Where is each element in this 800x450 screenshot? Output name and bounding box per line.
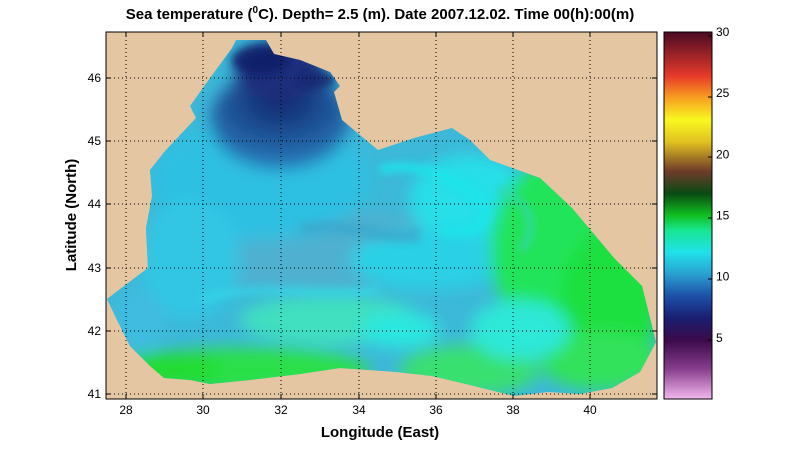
x-tick-labels: 28 30 32 34 36 38 40: [119, 403, 597, 417]
colorbar-tick-label: 25: [716, 86, 730, 100]
x-tick-label: 40: [583, 403, 597, 417]
y-tick-label: 45: [88, 134, 102, 148]
colorbar-gradient: [663, 31, 713, 400]
colorbar: 5 10 15 20 25 30: [663, 25, 730, 400]
x-tick-label: 38: [506, 403, 520, 417]
colorbar-tick-label: 30: [716, 25, 730, 39]
y-tick-label: 46: [88, 71, 102, 85]
colorbar-tick-label: 20: [716, 147, 730, 161]
x-tick-label: 28: [119, 403, 133, 417]
y-tick-labels: 46 45 44 43 42 41: [88, 71, 102, 401]
x-axis-label: Longitude (East): [321, 424, 439, 441]
x-tick-label: 34: [352, 403, 366, 417]
y-tick-label: 41: [88, 387, 102, 401]
y-tick-label: 44: [88, 197, 102, 211]
sea-temperature-field: [107, 40, 656, 396]
y-tick-label: 43: [88, 261, 102, 275]
x-tick-label: 32: [274, 403, 288, 417]
colorbar-tick-label: 5: [716, 331, 723, 345]
x-tick-label: 36: [429, 403, 443, 417]
colorbar-tick-label: 10: [716, 270, 730, 284]
x-tick-label: 30: [196, 403, 210, 417]
map-title: Sea temperature (0C). Depth= 2.5 (m). Da…: [125, 5, 635, 23]
y-axis-label: Latitude (North): [63, 159, 80, 271]
map-axes: [105, 31, 658, 400]
colorbar-tick-label: 15: [716, 209, 730, 223]
y-tick-label: 42: [88, 324, 102, 338]
